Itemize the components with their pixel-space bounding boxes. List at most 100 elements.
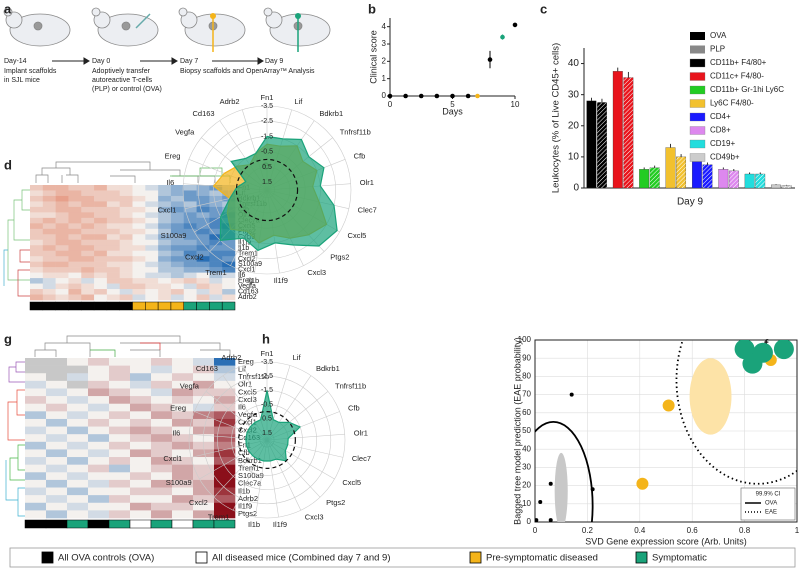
heatmap-cell	[88, 479, 110, 488]
row-label: Ereg	[238, 278, 253, 285]
heatmap-cell	[94, 201, 108, 208]
heatmap-cell	[145, 289, 159, 295]
heatmap-cell	[145, 278, 159, 284]
heatmap-cell	[145, 190, 159, 197]
bar	[665, 147, 676, 189]
heatmap-cell	[119, 245, 133, 252]
axis-label: Tnfrsf11b	[335, 381, 366, 390]
x-tick-label: 0.8	[739, 526, 751, 535]
legend-swatch	[41, 551, 54, 564]
heatmap-cell	[158, 278, 172, 284]
heatmap-cell	[183, 234, 197, 241]
heatmap-cell	[106, 289, 120, 295]
heatmap-cell	[196, 289, 210, 295]
bar-hatch	[676, 156, 686, 188]
heatmap-cell	[109, 380, 131, 389]
heatmap-cell	[130, 380, 152, 389]
heatmap-cell	[119, 289, 133, 295]
heatmap-cell	[55, 234, 69, 241]
axis-label: S100a9	[161, 231, 187, 240]
heatmap-cell	[94, 256, 108, 262]
axis-label: Tnfrsf11b	[340, 128, 371, 137]
heatmap-cell	[119, 217, 133, 224]
heatmap-cell	[25, 479, 47, 488]
axis-label: Il1b	[247, 276, 259, 285]
heatmap-cell	[88, 411, 110, 420]
legend-box	[9, 547, 796, 568]
timeline-arrows	[52, 57, 264, 65]
group-bar	[150, 519, 173, 529]
axis-label: Clec7	[352, 454, 371, 463]
axis-label: Clec7	[358, 205, 377, 214]
heatmap-cell	[109, 373, 131, 382]
heatmap-cell	[88, 441, 110, 450]
heatmap-cell	[106, 201, 120, 208]
heatmap-cell	[88, 365, 110, 374]
heatmap-cell	[214, 403, 236, 412]
heatmap-cell	[25, 464, 47, 473]
bar-hatch	[755, 174, 765, 188]
step-text: in SJL mice	[4, 77, 40, 84]
heatmap-cell	[25, 373, 47, 382]
group-bar	[55, 301, 69, 311]
heatmap-cell	[183, 195, 197, 202]
heatmap-cell	[94, 206, 108, 213]
group-bar	[81, 301, 95, 311]
group-bar	[66, 519, 89, 529]
heatmap-cell	[158, 190, 172, 197]
legend-label: CD8+	[710, 126, 731, 135]
heatmap-cell	[196, 195, 210, 202]
heatmap-cell	[42, 278, 56, 284]
point	[512, 22, 518, 28]
heatmap-cell	[170, 217, 185, 224]
heatmap-cell	[106, 190, 120, 197]
heatmap-cell	[55, 195, 69, 202]
heatmap-cell	[130, 434, 152, 443]
bar	[771, 184, 781, 189]
heatmap-cell	[130, 495, 152, 504]
x-tick-label: 0	[533, 526, 538, 535]
x-tick-label: 0.4	[634, 526, 646, 535]
heatmap-cell	[132, 185, 146, 191]
heatmap-cell	[55, 239, 69, 246]
axis-label: Cxcl1	[158, 205, 177, 214]
legend-label: Pre-symptomatic diseased	[486, 553, 598, 564]
legend-label: CD11c+ F4/80-	[710, 72, 764, 81]
heatmap-cell	[170, 261, 185, 268]
heatmap-cell	[94, 289, 108, 295]
heatmap-cell	[158, 239, 172, 246]
heatmap-cell	[67, 373, 89, 382]
axis-label: Cxcl5	[348, 231, 367, 240]
axis-label: Adrb2	[221, 353, 241, 362]
heatmap-cell	[46, 358, 68, 366]
heatmap-cell	[193, 380, 215, 389]
heatmap-cell	[106, 223, 120, 230]
heatmap-cell	[42, 206, 56, 213]
row-label: Cxcl2	[238, 256, 256, 263]
heatmap-cell	[119, 256, 133, 262]
axis-label: Lif	[294, 97, 303, 106]
heatmap-cell	[25, 449, 47, 458]
heatmap-cell	[145, 250, 159, 257]
heatmap-cell	[151, 495, 173, 504]
row-label: S100a9	[238, 471, 264, 480]
heatmap-cell	[130, 479, 152, 488]
heatmap-cell	[209, 267, 223, 273]
heatmap-cell	[130, 418, 152, 427]
heatmap-cell	[209, 206, 223, 213]
y-tick-label: 90	[522, 353, 531, 362]
heatmap-cell	[196, 272, 210, 279]
group-bar	[93, 301, 108, 311]
heatmap-cell	[55, 283, 69, 290]
axis-label: Ereg	[165, 151, 181, 160]
heatmap-cell	[46, 388, 68, 397]
heatmap-cell	[193, 479, 215, 488]
axis-label: Lif	[293, 353, 302, 362]
heatmap-cell	[183, 239, 197, 246]
point	[500, 34, 505, 40]
heatmap-cell	[109, 365, 131, 374]
heatmap-cell	[145, 185, 159, 191]
heatmap-cell	[109, 403, 131, 412]
row-label: Olr1	[238, 380, 252, 389]
row-label: Adrb2	[238, 494, 258, 503]
